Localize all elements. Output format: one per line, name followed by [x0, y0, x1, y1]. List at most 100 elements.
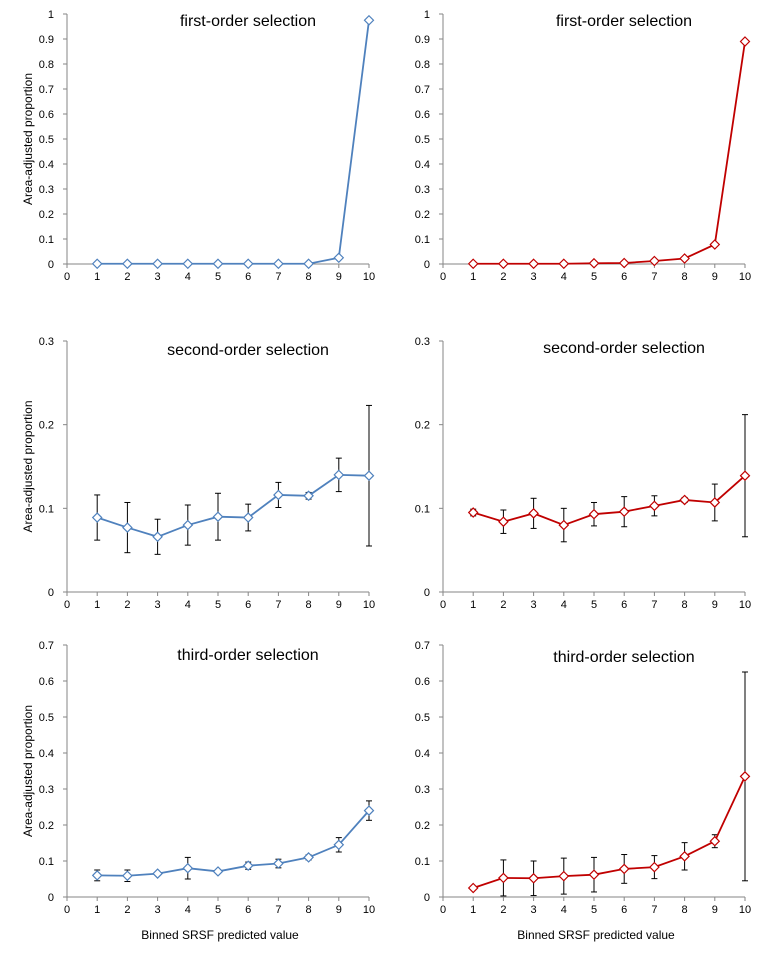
x-tick-label: 0	[440, 599, 446, 611]
data-point	[528, 258, 539, 270]
data-point	[212, 511, 224, 523]
x-tick-label: 8	[682, 271, 688, 283]
x-tick-label: 8	[306, 599, 312, 611]
y-tick-label: 1	[424, 9, 430, 21]
x-tick-label: 4	[561, 904, 567, 916]
x-tick-label: 6	[245, 599, 251, 611]
y-tick-label: 0.3	[415, 336, 430, 348]
data-point	[152, 868, 163, 879]
x-tick-label: 8	[682, 904, 688, 916]
x-tick-label: 7	[651, 599, 657, 611]
x-tick-label: 3	[531, 904, 537, 916]
x-tick-label: 10	[739, 599, 751, 611]
data-point	[212, 866, 224, 877]
y-tick-label: 0	[48, 587, 54, 599]
y-tick-label: 0.4	[415, 159, 430, 171]
y-tick-label: 0.1	[415, 234, 430, 246]
x-tick-label: 1	[470, 904, 476, 916]
y-tick-label: 0.3	[415, 784, 430, 796]
data-point	[679, 253, 690, 264]
data-point	[182, 258, 194, 270]
y-tick-label: 0.6	[415, 676, 430, 688]
panel-title: third-order selection	[553, 649, 694, 666]
data-point	[649, 255, 660, 267]
y-tick-label: 0.9	[39, 34, 54, 46]
data-point	[588, 869, 600, 881]
x-tick-label: 8	[306, 904, 312, 916]
x-tick-label: 9	[336, 904, 342, 916]
y-tick-label: 0.8	[39, 59, 54, 71]
data-point	[91, 512, 103, 523]
y-tick-label: 0.2	[415, 420, 430, 432]
x-tick-label: 1	[94, 599, 100, 611]
x-tick-label: 3	[155, 904, 161, 916]
data-point	[618, 506, 630, 518]
y-tick-label: 0.5	[39, 712, 54, 724]
y-tick-label: 1	[48, 9, 54, 21]
x-tick-label: 8	[682, 599, 688, 611]
x-tick-label: 0	[440, 271, 446, 283]
y-tick-label: 0.6	[415, 109, 430, 121]
x-tick-label: 5	[215, 271, 221, 283]
data-point	[679, 494, 690, 506]
x-tick-label: 10	[363, 599, 375, 611]
data-point	[467, 258, 479, 270]
data-point	[679, 850, 690, 862]
data-point	[91, 870, 103, 881]
x-tick-label: 5	[591, 599, 597, 611]
y-axis-label: Area-adjusted proportion	[21, 400, 35, 532]
x-tick-label: 2	[124, 904, 130, 916]
data-point	[528, 508, 539, 519]
data-point	[649, 500, 660, 512]
y-axis-label: Area-adjusted proportion	[21, 705, 35, 837]
panel-title: second-order selection	[543, 340, 705, 357]
y-axis-label: Area-adjusted proportion	[21, 73, 35, 205]
x-tick-label: 4	[561, 599, 567, 611]
series-line	[472, 776, 746, 889]
x-tick-label: 1	[470, 599, 476, 611]
x-tick-label: 7	[275, 904, 281, 916]
series-line	[97, 810, 370, 877]
x-tick-label: 2	[124, 599, 130, 611]
y-tick-label: 0	[48, 892, 54, 904]
y-tick-label: 0.3	[39, 184, 54, 196]
x-tick-label: 5	[591, 904, 597, 916]
data-point	[709, 835, 721, 847]
x-tick-label: 3	[531, 599, 537, 611]
data-point	[152, 258, 163, 270]
x-tick-label: 1	[94, 271, 100, 283]
x-tick-label: 4	[561, 271, 567, 283]
x-tick-label: 3	[155, 271, 161, 283]
x-tick-label: 7	[651, 904, 657, 916]
x-tick-label: 0	[440, 904, 446, 916]
x-tick-label: 4	[185, 599, 191, 611]
data-point	[273, 858, 284, 869]
y-tick-label: 0.5	[39, 134, 54, 146]
y-tick-label: 0.1	[415, 503, 430, 515]
data-point	[739, 771, 751, 782]
panel-title: first-order selection	[180, 13, 316, 30]
y-tick-label: 0.4	[39, 748, 54, 760]
x-tick-label: 5	[215, 904, 221, 916]
y-tick-label: 0.7	[39, 640, 54, 652]
y-tick-label: 0.2	[415, 209, 430, 221]
data-point	[303, 490, 314, 502]
y-tick-label: 0.5	[415, 712, 430, 724]
x-tick-label: 8	[306, 271, 312, 283]
x-tick-label: 7	[275, 271, 281, 283]
y-tick-label: 0.1	[39, 503, 54, 515]
data-point	[558, 519, 570, 531]
data-point	[363, 805, 375, 816]
data-point	[558, 258, 570, 270]
y-tick-label: 0.5	[415, 134, 430, 146]
y-tick-label: 0.7	[415, 640, 430, 652]
y-tick-label: 0.4	[415, 748, 430, 760]
x-tick-label: 3	[531, 271, 537, 283]
x-tick-label: 9	[712, 271, 718, 283]
y-tick-label: 0.6	[39, 676, 54, 688]
x-tick-label: 10	[363, 904, 375, 916]
data-point	[618, 257, 630, 269]
data-point	[739, 470, 751, 482]
data-point	[333, 469, 345, 481]
